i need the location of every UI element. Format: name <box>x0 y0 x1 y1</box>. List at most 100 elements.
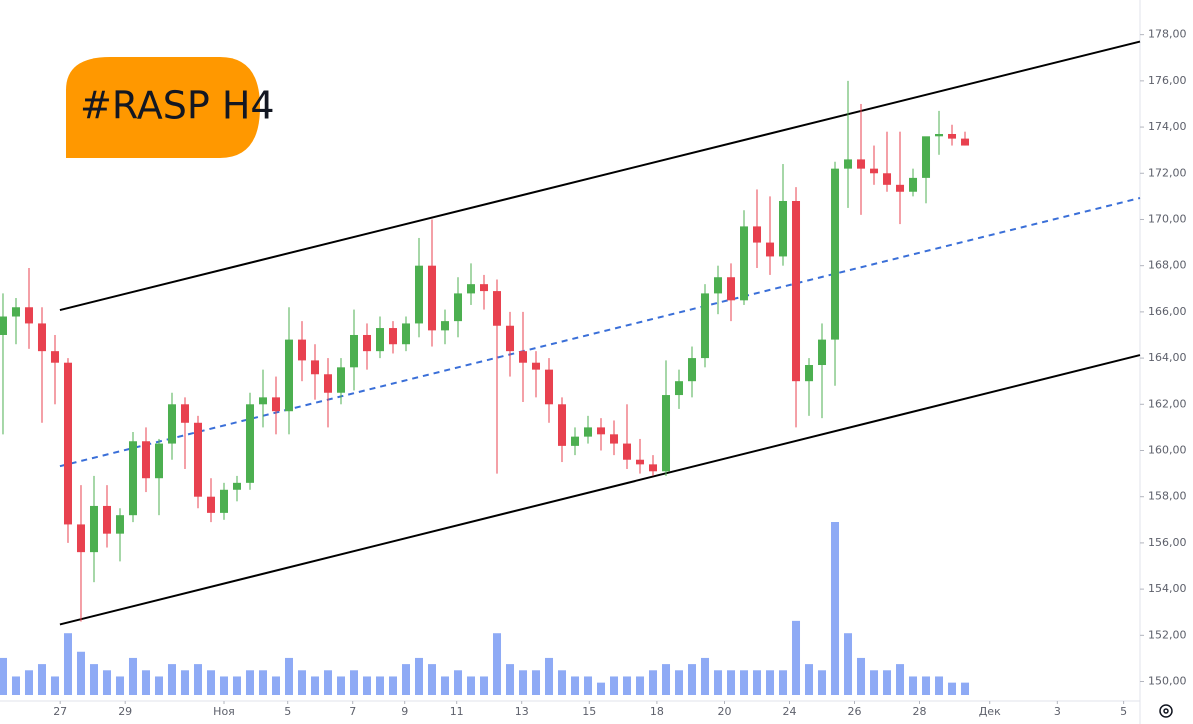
volume-bar <box>558 670 567 695</box>
candle-body <box>50 351 59 363</box>
candle-body <box>467 284 476 294</box>
volume-bar <box>11 676 20 695</box>
trendline <box>59 354 1141 626</box>
badge-title: #RASP H4 <box>80 84 275 128</box>
settings-gear-hub[interactable] <box>1163 708 1169 714</box>
candle-body <box>818 339 827 366</box>
volume-bar <box>141 670 150 695</box>
candle-body <box>102 505 111 534</box>
volume-bar <box>961 682 970 695</box>
candle-body <box>232 482 241 490</box>
candle-body <box>349 334 358 368</box>
plot-area: 150,00 152,00 154,00 156,00 158,00 160,00 162,… <box>0 28 1187 718</box>
candle-body <box>297 339 306 361</box>
candle-body <box>961 138 970 146</box>
x-tick-label: 28 <box>913 705 927 718</box>
settings-icon[interactable] <box>1159 704 1173 718</box>
x-tick-label: 26 <box>848 705 862 718</box>
y-tick-label: 178,00 <box>1148 28 1187 41</box>
candle-body <box>740 226 749 301</box>
candle-body <box>493 291 502 326</box>
volume-bar <box>545 657 554 695</box>
volume-bar <box>336 676 345 695</box>
volume-bar <box>232 676 241 695</box>
volume-bar <box>727 670 736 695</box>
x-tick-label: 9 <box>401 705 408 718</box>
y-tick-label: 164,00 <box>1148 351 1187 364</box>
candle-body <box>180 404 189 423</box>
y-tick-label: 156,00 <box>1148 536 1187 549</box>
settings-gear[interactable] <box>1159 704 1173 718</box>
volume-bar <box>571 676 580 695</box>
candle-body <box>141 441 150 479</box>
volume-bar <box>610 676 619 695</box>
candle-body <box>154 443 163 479</box>
volume-bar <box>402 664 411 695</box>
candle-body <box>766 242 775 257</box>
y-tick-label: 168,00 <box>1148 259 1187 272</box>
candle-body <box>792 200 801 382</box>
candle-body <box>389 328 398 345</box>
y-tick-label: 154,00 <box>1148 582 1187 595</box>
volume-bar <box>909 676 918 695</box>
candle-body <box>0 316 7 335</box>
volume-bar <box>636 676 645 695</box>
candle-body <box>376 328 384 352</box>
volume-bar <box>193 664 202 695</box>
volume-bar <box>128 657 137 695</box>
volume-bar <box>37 664 46 695</box>
candle-body <box>323 374 332 393</box>
volume-bar <box>102 670 111 695</box>
candle-body <box>428 265 437 331</box>
x-tick-label: 3 <box>1054 705 1061 718</box>
volume-bar <box>883 670 892 695</box>
candle-body <box>753 226 762 243</box>
volume-bar <box>597 682 606 695</box>
volume-bar <box>714 670 723 695</box>
candle-body <box>193 422 202 497</box>
volume-bar <box>0 657 7 695</box>
y-tick-label: 170,00 <box>1148 212 1187 225</box>
y-tick-label: 176,00 <box>1148 74 1187 87</box>
volume-bar <box>415 657 424 695</box>
candle-body <box>636 459 645 465</box>
candle-body <box>909 177 918 192</box>
volume-bar <box>922 676 931 695</box>
candle-body <box>480 284 489 292</box>
volume-bar <box>310 676 319 695</box>
candle-body <box>558 404 567 446</box>
y-tick-label: 172,00 <box>1148 166 1187 179</box>
candle-body <box>545 369 554 405</box>
volume-bar <box>740 670 749 695</box>
candle-body <box>245 404 254 483</box>
trendline <box>59 197 1141 468</box>
candle-body <box>935 133 944 137</box>
volume-bar <box>493 633 502 695</box>
volume-bar <box>63 633 72 695</box>
x-tick-label: 27 <box>53 705 67 718</box>
volume-bar <box>532 670 541 695</box>
volume-bar <box>623 676 632 695</box>
candle-body <box>167 404 176 444</box>
volume-bar <box>688 664 697 695</box>
volume-bar <box>870 670 879 695</box>
volume-bar <box>167 664 176 695</box>
candle-body <box>76 524 85 553</box>
candle-body <box>63 362 72 525</box>
x-tick-label: 7 <box>349 705 356 718</box>
volume-bar <box>284 657 293 695</box>
candle-body <box>37 323 46 352</box>
candle-body <box>584 427 593 437</box>
x-tick-label: 15 <box>582 705 596 718</box>
candle-body <box>89 505 98 553</box>
volume-bar <box>389 676 398 695</box>
volume-bar <box>349 670 358 695</box>
y-tick-label: 166,00 <box>1148 305 1187 318</box>
x-tick-label: 20 <box>718 705 732 718</box>
candle-body <box>610 434 619 444</box>
y-tick-label: 152,00 <box>1148 628 1187 641</box>
x-tick-label: 13 <box>515 705 529 718</box>
volume-bar <box>50 676 59 695</box>
volume-bar <box>76 651 85 695</box>
